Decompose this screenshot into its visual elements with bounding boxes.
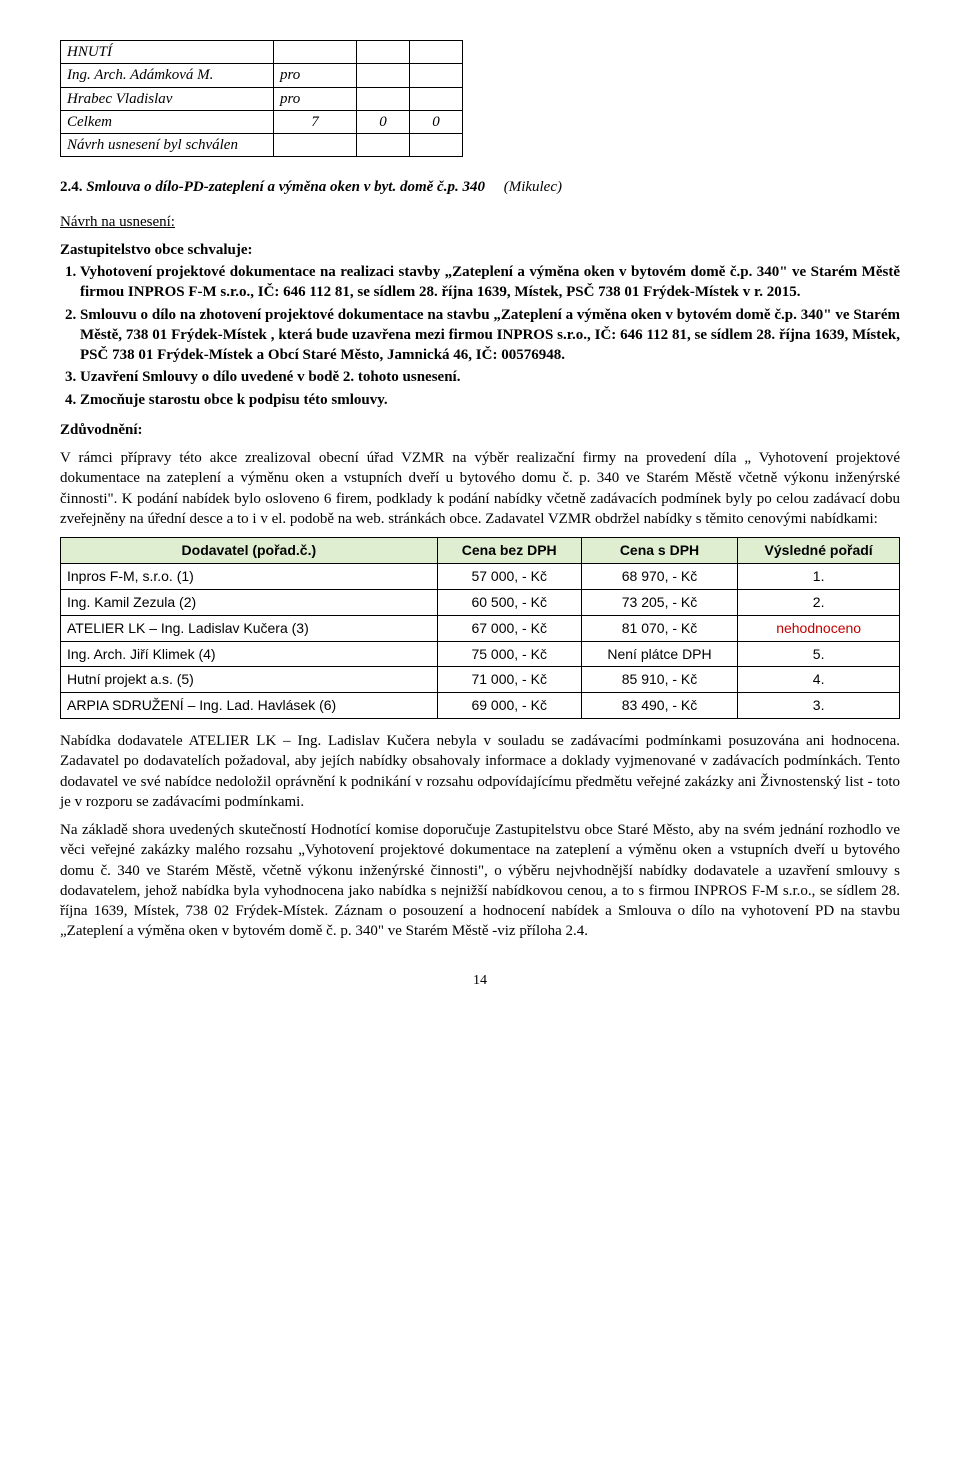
vote-name: Hrabec Vladislav (61, 87, 274, 110)
vote-total-num: 7 (274, 110, 357, 133)
section-presenter: (Mikulec) (504, 179, 562, 195)
resolution-item: Uzavření Smlouvy o dílo uvedené v bodě 2… (80, 367, 900, 387)
vote-total-num: 0 (410, 110, 463, 133)
bids-supplier: Ing. Arch. Jiří Klimek (4) (61, 641, 438, 667)
bids-rank: 2. (738, 589, 900, 615)
vote-result: Návrh usnesení byl schválen (61, 134, 274, 157)
bids-supplier: Ing. Kamil Zezula (2) (61, 589, 438, 615)
page-number: 14 (60, 972, 900, 991)
section-number: 2.4. (60, 179, 83, 195)
bids-net: 75 000, - Kč (437, 641, 581, 667)
bids-row: Ing. Kamil Zezula (2)60 500, - Kč73 205,… (61, 589, 900, 615)
bids-supplier: ATELIER LK – Ing. Ladislav Kučera (3) (61, 615, 438, 641)
bids-gross: 81 070, - Kč (581, 615, 738, 641)
bids-col-net: Cena bez DPH (437, 538, 581, 564)
resolution-item: Vyhotovení projektové dokumentace na rea… (80, 262, 900, 303)
bids-row: Inpros F-M, s.r.o. (1)57 000, - Kč68 970… (61, 563, 900, 589)
bids-supplier: ARPIA SDRUŽENÍ – Ing. Lad. Havlásek (6) (61, 693, 438, 719)
vote-name: HNUTÍ (61, 41, 274, 64)
bids-row: ARPIA SDRUŽENÍ – Ing. Lad. Havlásek (6)6… (61, 693, 900, 719)
bids-supplier: Inpros F-M, s.r.o. (1) (61, 563, 438, 589)
bids-rank: nehodnoceno (738, 615, 900, 641)
vote-total-label: Celkem (61, 110, 274, 133)
vote-name: Ing. Arch. Adámková M. (61, 64, 274, 87)
bids-col-rank: Výsledné pořadí (738, 538, 900, 564)
bids-table: Dodavatel (pořad.č.) Cena bez DPH Cena s… (60, 537, 900, 719)
vote-result-row: Návrh usnesení byl schválen (61, 134, 463, 157)
bids-rank: 5. (738, 641, 900, 667)
resolution-item: Smlouvu o dílo na zhotovení projektové d… (80, 305, 900, 366)
bids-gross: 73 205, - Kč (581, 589, 738, 615)
bids-supplier: Hutní projekt a.s. (5) (61, 667, 438, 693)
vote-row: HNUTÍ (61, 41, 463, 64)
proposal-label: Návrh na usnesení: (60, 212, 900, 232)
after-table-p1: Nabídka dodavatele ATELIER LK – Ing. Lad… (60, 731, 900, 812)
bids-gross: 83 490, - Kč (581, 693, 738, 719)
vote-row: Hrabec Vladislavpro (61, 87, 463, 110)
resolution-list: Vyhotovení projektové dokumentace na rea… (60, 262, 900, 410)
vote-row: Ing. Arch. Adámková M.pro (61, 64, 463, 87)
vote-value (274, 41, 357, 64)
vote-total-row: Celkem700 (61, 110, 463, 133)
resolution-item: Zmocňuje starostu obce k podpisu této sm… (80, 390, 900, 410)
bids-net: 60 500, - Kč (437, 589, 581, 615)
bids-row: Ing. Arch. Jiří Klimek (4)75 000, - KčNe… (61, 641, 900, 667)
bids-col-gross: Cena s DPH (581, 538, 738, 564)
vote-total-num: 0 (357, 110, 410, 133)
vote-value: pro (274, 64, 357, 87)
bids-net: 71 000, - Kč (437, 667, 581, 693)
resolution-intro: Zastupitelstvo obce schvaluje: (60, 240, 900, 260)
bids-net: 67 000, - Kč (437, 615, 581, 641)
bids-col-supplier: Dodavatel (pořad.č.) (61, 538, 438, 564)
justification-paragraph: V rámci přípravy této akce zrealizoval o… (60, 448, 900, 529)
bids-net: 57 000, - Kč (437, 563, 581, 589)
bids-row: Hutní projekt a.s. (5)71 000, - Kč85 910… (61, 667, 900, 693)
bids-row: ATELIER LK – Ing. Ladislav Kučera (3)67 … (61, 615, 900, 641)
after-table-p2: Na základě shora uvedených skutečností H… (60, 820, 900, 942)
bids-rank: 4. (738, 667, 900, 693)
bids-rank: 3. (738, 693, 900, 719)
bids-net: 69 000, - Kč (437, 693, 581, 719)
justification-label: Zdůvodnění: (60, 420, 900, 440)
bids-gross: 68 970, - Kč (581, 563, 738, 589)
bids-rank: 1. (738, 563, 900, 589)
bids-gross: 85 910, - Kč (581, 667, 738, 693)
section-header: 2.4. Smlouva o dílo-PD-zateplení a výměn… (60, 177, 900, 197)
bids-gross: Není plátce DPH (581, 641, 738, 667)
vote-value: pro (274, 87, 357, 110)
vote-table: HNUTÍIng. Arch. Adámková M.proHrabec Vla… (60, 40, 463, 157)
section-title: Smlouva o dílo-PD-zateplení a výměna oke… (86, 179, 485, 195)
